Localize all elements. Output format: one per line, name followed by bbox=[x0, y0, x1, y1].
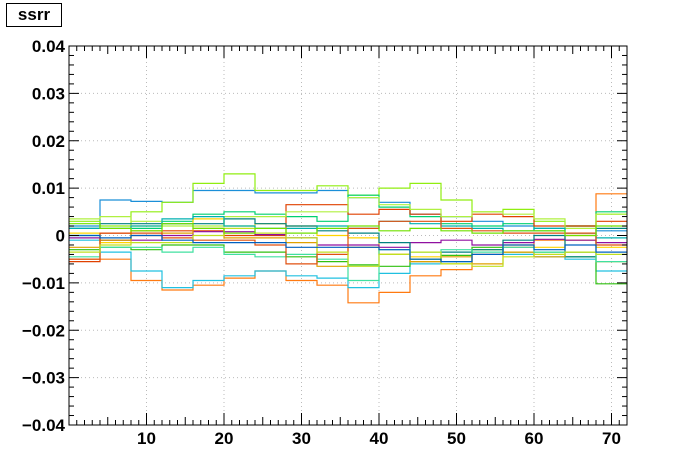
x-tick-label: 20 bbox=[215, 429, 234, 448]
series-line-10 bbox=[69, 218, 627, 263]
y-tick-label: 0.04 bbox=[32, 37, 66, 56]
series-group bbox=[69, 173, 627, 304]
x-tick-label: 30 bbox=[292, 429, 311, 448]
y-tick-label: −0.04 bbox=[22, 416, 66, 435]
y-tick-label: 0.03 bbox=[32, 84, 65, 103]
x-tick-label: 40 bbox=[370, 429, 389, 448]
x-tick-label: 10 bbox=[137, 429, 156, 448]
y-tick-label: −0.02 bbox=[22, 321, 65, 340]
chart-title: ssrr bbox=[6, 3, 62, 27]
y-tick-label: −0.03 bbox=[22, 369, 65, 388]
y-tick-label: −0.01 bbox=[22, 274, 65, 293]
x-tick-label: 50 bbox=[447, 429, 466, 448]
y-tick-label: 0.01 bbox=[32, 179, 65, 198]
series-line-17 bbox=[69, 234, 627, 263]
x-tick-label: 70 bbox=[602, 429, 621, 448]
series-line-16 bbox=[69, 227, 627, 267]
x-axis: 10 20 30 40 50 60 70 bbox=[76, 46, 628, 448]
y-tick-label: 0 bbox=[56, 227, 65, 246]
y-tick-label: 0.02 bbox=[32, 132, 65, 151]
series-line-14 bbox=[69, 246, 627, 282]
x-tick-label: 60 bbox=[525, 429, 544, 448]
y-axis: −0.04 −0.03 −0.02 −0.01 0 0.01 0.02 0.03 0.04 bbox=[22, 37, 627, 435]
series-line-18 bbox=[69, 223, 627, 237]
